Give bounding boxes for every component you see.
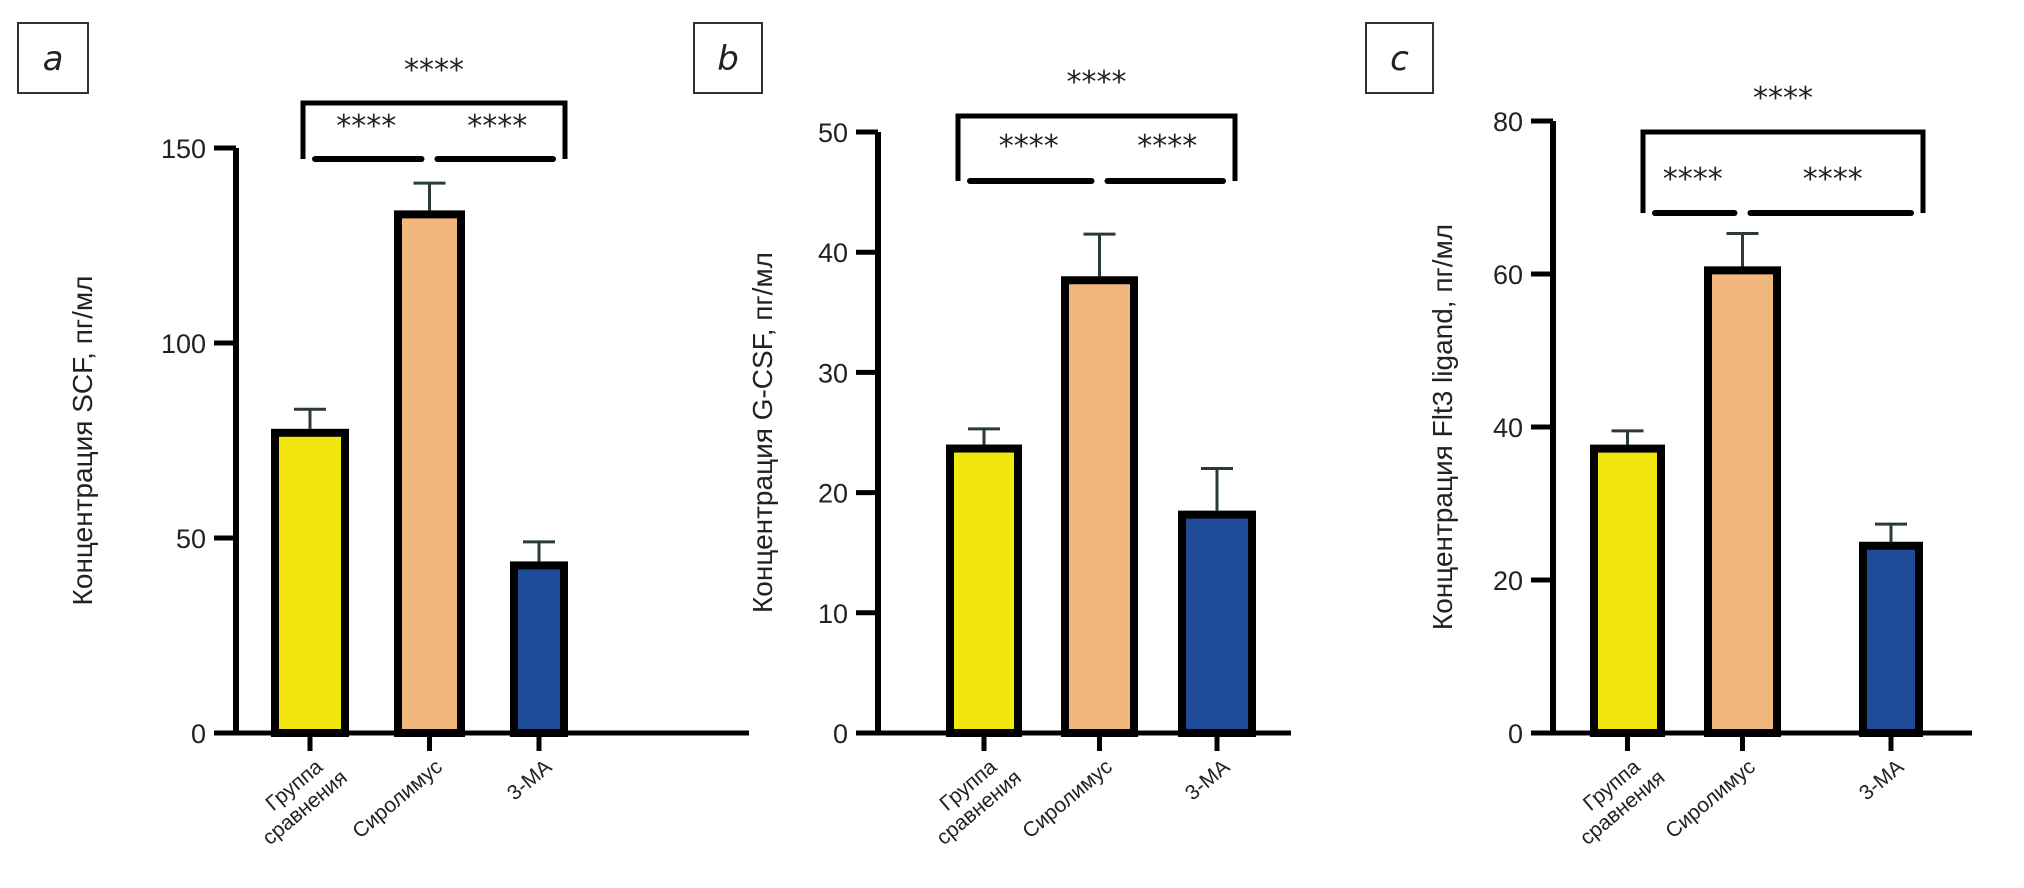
y-tick-label: 20 — [818, 479, 848, 509]
significance-label-overall: **** — [1067, 65, 1127, 100]
bar — [1178, 510, 1256, 737]
bar — [1704, 266, 1781, 737]
significance-bracket-overall — [955, 113, 1238, 181]
y-tick-label: 30 — [818, 358, 848, 388]
panel-label-box — [693, 22, 763, 94]
x-tick-label: 3-МА — [1181, 755, 1234, 805]
panel-label: a — [43, 39, 64, 79]
y-axis-title: Концентрация G-CSF, пг/мл — [747, 252, 778, 613]
significance-bracket-overall — [300, 100, 568, 159]
y-axis-title: Концентрация Flt3 ligand, пг/мл — [1427, 224, 1458, 630]
bar — [1590, 444, 1665, 737]
bar — [394, 210, 465, 737]
x-tick-label: Сиролимус — [348, 755, 446, 843]
x-tick-label-line: 3-МА — [503, 755, 556, 805]
panel-label-box — [17, 22, 89, 94]
significance-label-1-2: **** — [336, 109, 396, 144]
significance-label-1-2: **** — [1663, 162, 1723, 197]
y-tick-label: 0 — [833, 719, 848, 749]
significance-label-overall: **** — [1753, 81, 1813, 116]
y-tick-label: 0 — [191, 719, 206, 749]
x-tick-label-line: 3-МА — [1181, 755, 1234, 805]
x-tick-label: Сиролимус — [1018, 755, 1116, 843]
x-tick-label-line: 3-МА — [1855, 755, 1908, 805]
y-tick-label: 40 — [1493, 413, 1523, 443]
y-tick-label: 20 — [1493, 566, 1523, 596]
x-tick-label-line: Сиролимус — [1661, 755, 1759, 843]
x-tick-label: Группасравнения — [243, 747, 352, 849]
chart-panel-b: b Концентрация G-CSF, пг/мл Группасравнени… — [693, 22, 1291, 850]
y-tick-label: 50 — [176, 524, 206, 554]
x-tick-label: Группасравнения — [917, 747, 1026, 849]
bar — [1859, 541, 1923, 737]
y-tick-label: 60 — [1493, 260, 1523, 290]
significance-label-2-3: **** — [1803, 162, 1863, 197]
bar — [1061, 276, 1138, 737]
bar — [271, 428, 349, 737]
y-axis-title: Концентрация SCF, пг/мл — [67, 276, 98, 606]
x-tick-label: 3-МА — [1855, 755, 1908, 805]
x-tick-label-line: Сиролимус — [1018, 755, 1116, 843]
bar — [946, 444, 1022, 737]
x-tick-label: 3-МА — [503, 755, 556, 805]
y-tick-label: 50 — [818, 118, 848, 148]
significance-label-overall: **** — [404, 53, 464, 88]
y-tick-label: 0 — [1508, 719, 1523, 749]
chart-panel-c: c Концентрация Flt3 ligand, пг/мл Группаср… — [1365, 22, 1972, 850]
y-tick-label: 40 — [818, 238, 848, 268]
panel-label: b — [717, 39, 739, 79]
y-tick-label: 10 — [818, 599, 848, 629]
significance-bracket-overall — [1640, 129, 1926, 213]
x-tick-label: Сиролимус — [1661, 755, 1759, 843]
y-tick-label: 80 — [1493, 107, 1523, 137]
x-tick-label-line: Сиролимус — [348, 755, 446, 843]
y-tick-label: 100 — [161, 329, 206, 359]
bar — [510, 561, 568, 738]
panel-label: c — [1390, 39, 1409, 79]
x-tick-label: Группасравнения — [1560, 747, 1669, 849]
panel-label-box — [1365, 22, 1434, 94]
significance-label-2-3: **** — [467, 109, 527, 144]
y-tick-label: 150 — [161, 134, 206, 164]
significance-label-1-2: **** — [999, 129, 1059, 164]
chart-panel-a: a Концентрация SCF, пг/мл ГруппасравненияС… — [17, 22, 749, 850]
significance-label-2-3: **** — [1137, 129, 1197, 164]
